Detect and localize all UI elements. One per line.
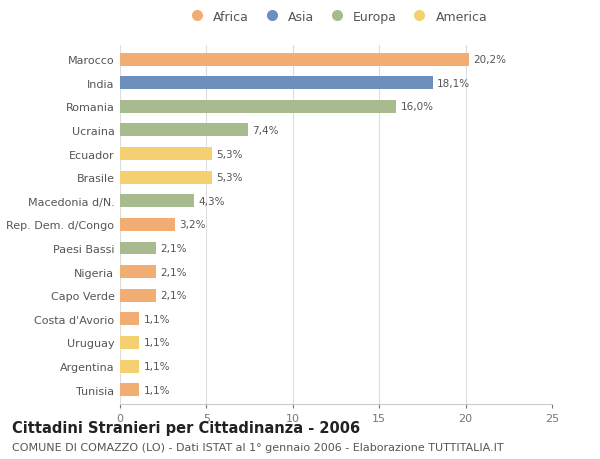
Text: 4,3%: 4,3% bbox=[199, 196, 225, 207]
Bar bbox=[120, 54, 469, 67]
Text: 3,2%: 3,2% bbox=[179, 220, 206, 230]
Bar bbox=[120, 336, 139, 349]
Bar bbox=[120, 124, 248, 137]
Text: 20,2%: 20,2% bbox=[473, 55, 506, 65]
Bar bbox=[120, 171, 212, 184]
Text: 16,0%: 16,0% bbox=[401, 102, 434, 112]
Text: 2,1%: 2,1% bbox=[161, 243, 187, 253]
Text: Cittadini Stranieri per Cittadinanza - 2006: Cittadini Stranieri per Cittadinanza - 2… bbox=[12, 420, 360, 435]
Text: 5,3%: 5,3% bbox=[216, 173, 242, 183]
Text: 18,1%: 18,1% bbox=[437, 78, 470, 89]
Bar bbox=[120, 195, 194, 208]
Text: 1,1%: 1,1% bbox=[143, 338, 170, 347]
Bar bbox=[120, 218, 175, 231]
Legend: Africa, Asia, Europa, America: Africa, Asia, Europa, America bbox=[179, 6, 493, 28]
Text: 2,1%: 2,1% bbox=[161, 267, 187, 277]
Text: 5,3%: 5,3% bbox=[216, 149, 242, 159]
Text: 1,1%: 1,1% bbox=[143, 385, 170, 395]
Bar bbox=[120, 313, 139, 325]
Bar bbox=[120, 289, 156, 302]
Bar bbox=[120, 383, 139, 396]
Bar bbox=[120, 242, 156, 255]
Text: 1,1%: 1,1% bbox=[143, 314, 170, 324]
Bar bbox=[120, 148, 212, 161]
Bar bbox=[120, 77, 433, 90]
Text: 2,1%: 2,1% bbox=[161, 291, 187, 301]
Bar bbox=[120, 360, 139, 373]
Text: 1,1%: 1,1% bbox=[143, 361, 170, 371]
Text: 7,4%: 7,4% bbox=[252, 126, 278, 136]
Bar bbox=[120, 101, 397, 114]
Text: COMUNE DI COMAZZO (LO) - Dati ISTAT al 1° gennaio 2006 - Elaborazione TUTTITALIA: COMUNE DI COMAZZO (LO) - Dati ISTAT al 1… bbox=[12, 442, 503, 452]
Bar bbox=[120, 266, 156, 279]
